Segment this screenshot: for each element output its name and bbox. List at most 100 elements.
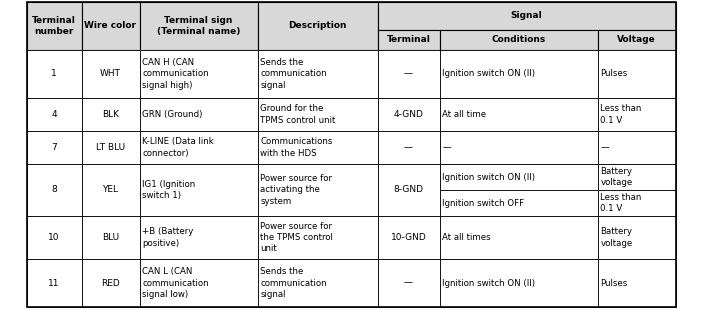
Text: GRN (Ground): GRN (Ground)	[143, 110, 203, 119]
Text: —: —	[442, 143, 451, 152]
Text: CAN L (CAN
communication
signal low): CAN L (CAN communication signal low)	[143, 268, 209, 299]
Bar	[140, 2, 258, 50]
Text: —: —	[404, 143, 413, 152]
Bar	[597, 190, 675, 216]
Bar	[140, 98, 258, 131]
Bar	[439, 131, 597, 164]
Text: LT BLU: LT BLU	[96, 143, 125, 152]
Text: Signal: Signal	[510, 11, 543, 20]
Text: Sends the
communication
signal: Sends the communication signal	[260, 58, 327, 90]
Bar	[597, 164, 675, 190]
Text: +B (Battery
positive): +B (Battery positive)	[143, 228, 194, 248]
Bar	[378, 216, 439, 259]
Bar	[27, 50, 81, 98]
Bar	[439, 164, 597, 190]
Text: RED: RED	[101, 278, 120, 287]
Text: 11: 11	[48, 278, 60, 287]
Bar	[378, 98, 439, 131]
Bar	[81, 2, 140, 50]
Bar	[378, 50, 439, 98]
Text: —: —	[600, 143, 609, 152]
Text: WHT: WHT	[100, 69, 121, 78]
Bar	[140, 50, 258, 98]
Bar	[439, 50, 597, 98]
Text: Wire color: Wire color	[84, 21, 136, 30]
Text: 4: 4	[51, 110, 57, 119]
Text: Battery
voltage: Battery voltage	[600, 228, 633, 248]
Text: Less than
0.1 V: Less than 0.1 V	[600, 193, 642, 213]
Bar	[140, 164, 258, 216]
Text: Battery
voltage: Battery voltage	[600, 167, 633, 187]
Text: Description: Description	[289, 21, 347, 30]
Text: 8-GND: 8-GND	[394, 185, 423, 194]
Bar	[378, 259, 439, 307]
Text: Ignition switch ON (II): Ignition switch ON (II)	[442, 278, 536, 287]
Bar	[439, 30, 597, 50]
Bar	[597, 30, 675, 50]
Bar	[140, 259, 258, 307]
Text: YEL: YEL	[102, 185, 119, 194]
Text: Terminal
number: Terminal number	[32, 16, 76, 36]
Text: Terminal: Terminal	[387, 36, 430, 45]
Text: Sends the
communication
signal: Sends the communication signal	[260, 268, 327, 299]
Text: 7: 7	[51, 143, 57, 152]
Text: Power source for
activating the
system: Power source for activating the system	[260, 175, 333, 206]
Text: CAN H (CAN
communication
signal high): CAN H (CAN communication signal high)	[143, 58, 209, 90]
Bar	[27, 131, 81, 164]
Text: Pulses: Pulses	[600, 278, 628, 287]
Bar	[597, 216, 675, 259]
Text: Power source for
the TPMS control
unit: Power source for the TPMS control unit	[260, 222, 333, 253]
Text: At all time: At all time	[442, 110, 486, 119]
Bar	[258, 259, 378, 307]
Bar	[27, 259, 81, 307]
Bar	[258, 50, 378, 98]
Bar	[140, 216, 258, 259]
Bar	[27, 164, 81, 216]
Text: K-LINE (Data link
connector): K-LINE (Data link connector)	[143, 137, 214, 157]
Text: Terminal sign
(Terminal name): Terminal sign (Terminal name)	[157, 16, 240, 36]
Bar	[597, 131, 675, 164]
Bar	[81, 131, 140, 164]
Text: 10-GND: 10-GND	[390, 233, 426, 242]
Text: Ignition switch OFF: Ignition switch OFF	[442, 198, 524, 207]
Bar	[27, 98, 81, 131]
Text: —: —	[404, 278, 413, 287]
Bar	[258, 216, 378, 259]
Text: Communications
with the HDS: Communications with the HDS	[260, 137, 333, 157]
Text: IG1 (Ignition
switch 1): IG1 (Ignition switch 1)	[143, 180, 196, 200]
Bar	[27, 216, 81, 259]
Bar	[81, 98, 140, 131]
Bar	[597, 50, 675, 98]
Text: Ignition switch ON (II): Ignition switch ON (II)	[442, 69, 536, 78]
Text: Ground for the
TPMS control unit: Ground for the TPMS control unit	[260, 104, 336, 125]
Text: At all times: At all times	[442, 233, 491, 242]
Bar	[378, 131, 439, 164]
Bar	[258, 164, 378, 216]
Bar	[439, 216, 597, 259]
Bar	[378, 2, 675, 30]
Text: Less than
0.1 V: Less than 0.1 V	[600, 104, 642, 125]
Text: Voltage: Voltage	[617, 36, 656, 45]
Bar	[81, 50, 140, 98]
Bar	[439, 98, 597, 131]
Bar	[81, 164, 140, 216]
Text: BLU: BLU	[102, 233, 119, 242]
Text: Conditions: Conditions	[491, 36, 545, 45]
Bar	[378, 30, 439, 50]
Text: 8: 8	[51, 185, 57, 194]
Bar	[439, 259, 597, 307]
Bar	[258, 98, 378, 131]
Bar	[81, 259, 140, 307]
Bar	[81, 216, 140, 259]
Text: 1: 1	[51, 69, 57, 78]
Bar	[140, 131, 258, 164]
Text: —: —	[404, 69, 413, 78]
Bar	[27, 2, 81, 50]
Bar	[597, 98, 675, 131]
Bar	[258, 131, 378, 164]
Text: Pulses: Pulses	[600, 69, 628, 78]
Bar	[439, 190, 597, 216]
Bar	[378, 164, 439, 216]
Text: 10: 10	[48, 233, 60, 242]
Text: Ignition switch ON (II): Ignition switch ON (II)	[442, 172, 536, 181]
